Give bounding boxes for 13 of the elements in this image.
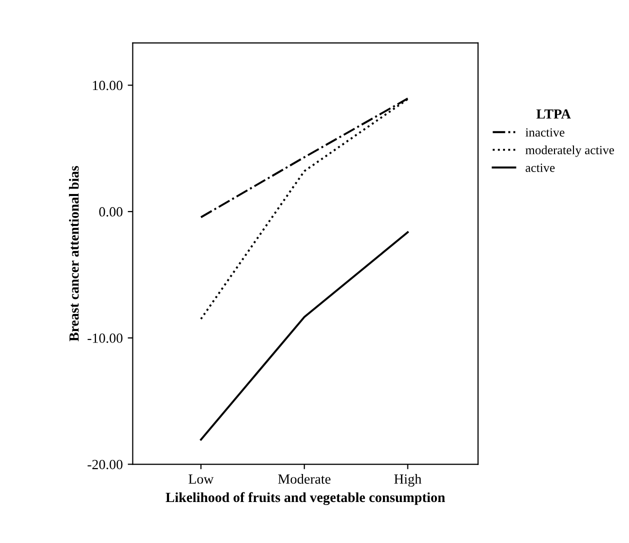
y-tick-label: -20.00	[88, 460, 122, 470]
x-tick-label: High	[394, 474, 422, 487]
y-tick-label: -10.00	[88, 334, 122, 343]
legend-title: LTPA	[536, 109, 571, 119]
y-tick-label: 10.00	[92, 80, 122, 90]
legend-label: inactive	[526, 128, 564, 137]
x-axis-title: Likelihood of fruits and vegetable consumption	[166, 492, 446, 506]
y-tick-label: 0.00	[99, 207, 122, 217]
x-tick-label: Low	[188, 474, 214, 484]
x-tick-label: Moderate	[278, 474, 330, 484]
legend-label: active	[526, 164, 555, 172]
legend-label: moderately active	[526, 146, 614, 157]
y-axis-title: Breast cancer attentional bias	[68, 166, 79, 342]
